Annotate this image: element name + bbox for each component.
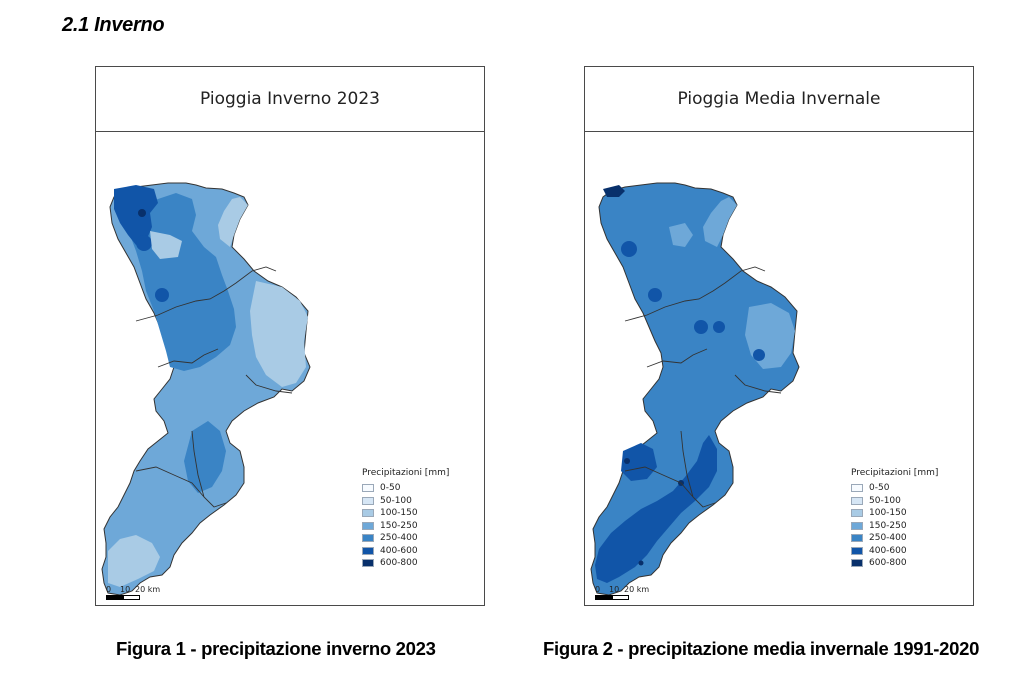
legend-item: 0-50 (851, 482, 938, 495)
legend-label: 600-800 (869, 558, 907, 569)
legend-label: 400-600 (869, 545, 907, 556)
scale-bar-graphic (595, 595, 629, 600)
legend-item: 600-800 (851, 557, 938, 570)
legend-label: 100-150 (380, 508, 418, 519)
zone-400-600-b (136, 235, 152, 251)
zone-600-800 (138, 209, 146, 217)
legend-label: 400-600 (380, 545, 418, 556)
legend-swatch (362, 559, 374, 568)
legend-label: 150-250 (869, 520, 907, 531)
legend-label: 250-400 (380, 533, 418, 544)
legend-item: 150-250 (362, 520, 449, 533)
legend-swatch (362, 521, 374, 530)
zone-150-250 (703, 197, 737, 247)
legend-swatch (851, 484, 863, 493)
scale-label: 10 (120, 585, 131, 594)
legend-label: 50-100 (869, 495, 901, 506)
map-title: Pioggia Media Invernale (585, 67, 973, 132)
legend-label: 600-800 (380, 558, 418, 569)
zone-400-600-f (753, 349, 765, 361)
legend-item: 400-600 (851, 545, 938, 558)
legend-item: 0-50 (362, 482, 449, 495)
legend-swatch (362, 546, 374, 555)
legend-swatch (851, 496, 863, 505)
figure-caption: Figura 2 - precipitazione media invernal… (543, 638, 980, 659)
legend-swatch (362, 496, 374, 505)
scale-label: 20 km (624, 585, 650, 594)
legend: Precipitazioni [mm] 0-50 50-100 100-150 … (851, 468, 938, 570)
zone-100-150-d (150, 231, 182, 259)
zone-100-150-c (108, 535, 160, 587)
zone-150-250-c (669, 223, 693, 247)
zone-100-150-b (250, 281, 308, 387)
legend-label: 0-50 (380, 483, 401, 494)
zone-400-600-c (155, 288, 169, 302)
legend-title: Precipitazioni [mm] (362, 468, 450, 478)
zone-100-150 (218, 197, 248, 247)
legend-item: 100-150 (851, 507, 938, 520)
zone-600-800 (624, 458, 630, 464)
zone-400-600-d (694, 320, 708, 334)
legend-label: 50-100 (380, 495, 412, 506)
scale-label: 20 km (135, 585, 161, 594)
map-panel-winter-2023: Pioggia Inverno 2023 Precipitazioni [mm]… (95, 66, 485, 606)
legend-swatch (362, 534, 374, 543)
scale-bar-graphic (106, 595, 140, 600)
region-shape (590, 182, 800, 596)
scale-label: 10 (609, 585, 620, 594)
legend-item: 50-100 (851, 495, 938, 508)
legend-swatch (362, 509, 374, 518)
legend-item: 400-600 (362, 545, 449, 558)
legend-item: 600-800 (362, 557, 449, 570)
scalebar: 0 10 20 km (595, 585, 675, 600)
scale-label: 0 (106, 585, 112, 594)
section-heading: 2.1 Inverno (62, 14, 165, 36)
legend-title: Precipitazioni [mm] (851, 468, 939, 478)
zone-400-600-e (713, 321, 725, 333)
zone-250-400-south (184, 421, 226, 493)
legend-label: 150-250 (380, 520, 418, 531)
region-shape (101, 182, 311, 596)
legend-item: 250-400 (362, 532, 449, 545)
zone-400-600 (114, 185, 158, 245)
zone-400-600-c (648, 288, 662, 302)
zone-400-600-b (621, 241, 637, 257)
figure-caption: Figura 1 - precipitazione inverno 2023 (116, 638, 436, 659)
legend-item: 150-250 (851, 520, 938, 533)
scale-label: 0 (595, 585, 601, 594)
legend-swatch (851, 521, 863, 530)
legend-swatch (851, 546, 863, 555)
province-borders (135, 266, 293, 508)
legend-swatch (851, 559, 863, 568)
legend: Precipitazioni [mm] 0-50 50-100 100-150 … (362, 468, 449, 570)
zone-600-800-c (638, 560, 644, 566)
legend-swatch (851, 534, 863, 543)
legend-swatch (851, 509, 863, 518)
province-borders (624, 266, 782, 508)
map-title: Pioggia Inverno 2023 (96, 67, 484, 132)
legend-label: 250-400 (869, 533, 907, 544)
legend-label: 100-150 (869, 508, 907, 519)
zone-400-600 (621, 443, 657, 481)
scalebar: 0 10 20 km (106, 585, 186, 600)
zone-400-600-south (595, 435, 717, 583)
legend-swatch (362, 484, 374, 493)
legend-item: 50-100 (362, 495, 449, 508)
calabria-map (590, 182, 800, 596)
map-panel-winter-average: Pioggia Media Invernale Precipitazioni [… (584, 66, 974, 606)
legend-label: 0-50 (869, 483, 890, 494)
legend-item: 100-150 (362, 507, 449, 520)
legend-item: 250-400 (851, 532, 938, 545)
zone-600-800-d (603, 185, 625, 197)
calabria-map (101, 182, 311, 596)
